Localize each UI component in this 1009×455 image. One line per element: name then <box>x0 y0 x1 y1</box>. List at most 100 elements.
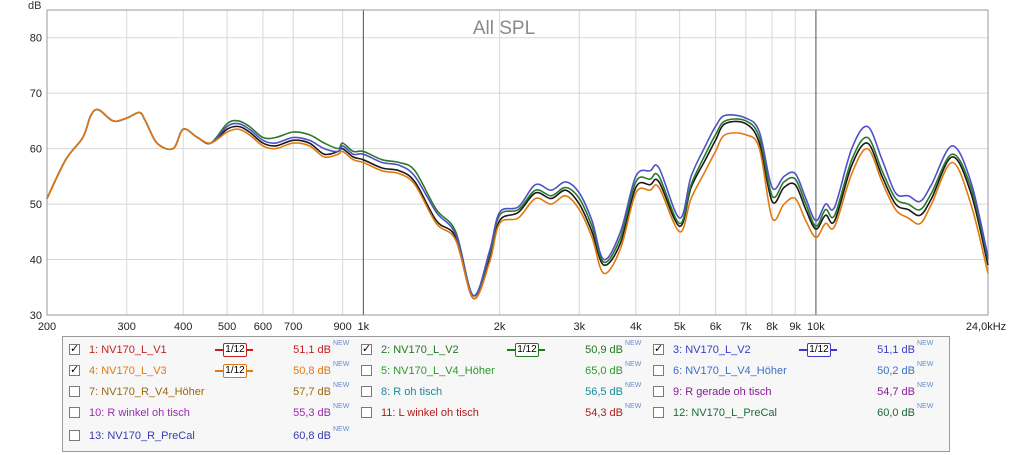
legend-checkbox[interactable] <box>653 365 664 376</box>
legend-item[interactable]: 5: NV170_L_V4_Höher 65,0 dB NEW <box>357 361 649 381</box>
x-tick-label: 3k <box>573 321 585 333</box>
legend-item[interactable]: 8: R oh tisch 56,5 dB NEW <box>357 382 649 402</box>
legend-label: 5: NV170_L_V4_Höher <box>381 365 495 377</box>
legend-item[interactable]: 12: NV170_L_PreCal 60,0 dB NEW <box>649 403 941 423</box>
new-badge: NEW <box>917 361 934 368</box>
x-tick-label: 900 <box>333 321 351 333</box>
x-tick-label: 300 <box>118 321 136 333</box>
x-tick-label: 2k <box>494 321 506 333</box>
new-badge: NEW <box>917 340 934 347</box>
x-tick-label: 5k <box>674 321 686 333</box>
new-badge: NEW <box>625 340 642 347</box>
legend-item[interactable]: 10: R winkel oh tisch 55,3 dB NEW <box>65 403 357 423</box>
legend-label: 6: NV170_L_V4_Höher <box>673 365 787 377</box>
legend-value: 50,2 dB <box>877 365 915 377</box>
y-tick-label: 50 <box>30 199 42 211</box>
legend-checkbox[interactable] <box>69 430 80 441</box>
legend-label: 12: NV170_L_PreCal <box>673 407 777 419</box>
y-tick-label: 70 <box>30 88 42 100</box>
y-tick-label: 40 <box>30 255 42 267</box>
legend-panel: ✓ 1: NV170_L_V1 1/12 51,1 dB NEW ✓ 2: NV170_L_… <box>62 336 950 452</box>
x-tick-label: 400 <box>174 321 192 333</box>
legend-value: 51,1 dB <box>293 344 331 356</box>
series-line-3[interactable] <box>46 108 989 297</box>
legend-item[interactable]: ✓ 3: NV170_L_V2 1/12 51,1 dB NEW <box>649 340 941 360</box>
smoothing-label: 1/12 <box>807 343 831 357</box>
x-tick-label: 600 <box>254 321 272 333</box>
new-badge: NEW <box>917 403 934 410</box>
x-tick-label: 10k <box>807 321 825 333</box>
legend-label: 10: R winkel oh tisch <box>89 407 190 419</box>
legend-value: 60,0 dB <box>877 407 915 419</box>
legend-value: 50,8 dB <box>293 365 331 377</box>
x-tick-label: 700 <box>284 321 302 333</box>
new-badge: NEW <box>333 403 350 410</box>
x-tick-label: 8k <box>766 321 778 333</box>
legend-checkbox[interactable]: ✓ <box>69 343 80 355</box>
legend-item[interactable]: ✓ 2: NV170_L_V2 1/12 50,9 dB NEW <box>357 340 649 360</box>
chart-title: All SPL <box>473 18 535 39</box>
new-badge: NEW <box>333 382 350 389</box>
legend-checkbox[interactable] <box>69 407 80 418</box>
smoothing-button[interactable]: 1/12 <box>507 343 545 357</box>
legend-checkbox[interactable] <box>653 386 664 397</box>
series-line-2[interactable] <box>46 108 989 297</box>
smoothing-button[interactable]: 1/12 <box>215 364 253 378</box>
legend-label: 11: L winkel oh tisch <box>381 407 479 419</box>
y-tick-label: 60 <box>30 144 42 156</box>
x-tick-label: 9k <box>789 321 801 333</box>
legend-label: 1: NV170_L_V1 <box>89 344 167 356</box>
x-tick-label: 7k <box>740 321 752 333</box>
legend-label: 4: NV170_L_V3 <box>89 365 167 377</box>
plot-area[interactable] <box>46 9 989 316</box>
legend-label: 2: NV170_L_V2 <box>381 344 459 356</box>
legend-item[interactable]: 9: R gerade oh tisch 54,7 dB NEW <box>649 382 941 402</box>
legend-value: 51,1 dB <box>877 344 915 356</box>
new-badge: NEW <box>333 426 350 433</box>
legend-value: 55,3 dB <box>293 407 331 419</box>
legend-value: 54,3 dB <box>585 407 623 419</box>
legend-label: 13: NV170_R_PreCal <box>89 430 195 442</box>
y-tick-label: 80 <box>30 33 42 45</box>
legend-item[interactable]: ✓ 1: NV170_L_V1 1/12 51,1 dB NEW <box>65 340 357 360</box>
legend-item[interactable]: 6: NV170_L_V4_Höher 50,2 dB NEW <box>649 361 941 381</box>
x-tick-label: 200 <box>38 321 56 333</box>
legend-checkbox[interactable] <box>361 386 372 397</box>
legend-value: 50,9 dB <box>585 344 623 356</box>
smoothing-button[interactable]: 1/12 <box>215 343 253 357</box>
legend-checkbox[interactable]: ✓ <box>361 343 372 355</box>
legend-label: 3: NV170_L_V2 <box>673 344 751 356</box>
new-badge: NEW <box>625 361 642 368</box>
new-badge: NEW <box>917 382 934 389</box>
legend-checkbox[interactable] <box>69 386 80 397</box>
legend-checkbox[interactable]: ✓ <box>69 364 80 376</box>
new-badge: NEW <box>333 340 350 347</box>
x-tick-label: 1k <box>358 321 370 333</box>
legend-item[interactable]: 11: L winkel oh tisch 54,3 dB NEW <box>357 403 649 423</box>
new-badge: NEW <box>625 382 642 389</box>
legend-item[interactable]: 13: NV170_R_PreCal 60,8 dB NEW <box>65 426 357 446</box>
x-tick-label: 4k <box>630 321 642 333</box>
legend-value: 57,7 dB <box>293 386 331 398</box>
legend-value: 60,8 dB <box>293 430 331 442</box>
legend-checkbox[interactable] <box>361 407 372 418</box>
x-tick-label: 6k <box>710 321 722 333</box>
legend-checkbox[interactable]: ✓ <box>653 343 664 355</box>
smoothing-label: 1/12 <box>223 343 247 357</box>
legend-value: 56,5 dB <box>585 386 623 398</box>
y-axis-label: dB <box>28 0 41 12</box>
legend-item[interactable]: ✓ 4: NV170_L_V3 1/12 50,8 dB NEW <box>65 361 357 381</box>
spl-chart[interactable]: dB All SPL 30 40 50 60 70 80 200 300 400 500 600 7… <box>0 0 1009 336</box>
x-tick-label: 24,0kHz <box>966 321 1006 333</box>
legend-value: 54,7 dB <box>877 386 915 398</box>
legend-value: 65,0 dB <box>585 365 623 377</box>
series-line-4[interactable] <box>46 108 989 300</box>
new-badge: NEW <box>625 403 642 410</box>
legend-checkbox[interactable] <box>361 365 372 376</box>
legend-item[interactable]: 7: NV170_R_V4_Höher 57,7 dB NEW <box>65 382 357 402</box>
legend-checkbox[interactable] <box>653 407 664 418</box>
smoothing-label: 1/12 <box>223 364 247 378</box>
smoothing-button[interactable]: 1/12 <box>799 343 837 357</box>
legend-label: 7: NV170_R_V4_Höher <box>89 386 205 398</box>
legend-label: 8: R oh tisch <box>381 386 443 398</box>
